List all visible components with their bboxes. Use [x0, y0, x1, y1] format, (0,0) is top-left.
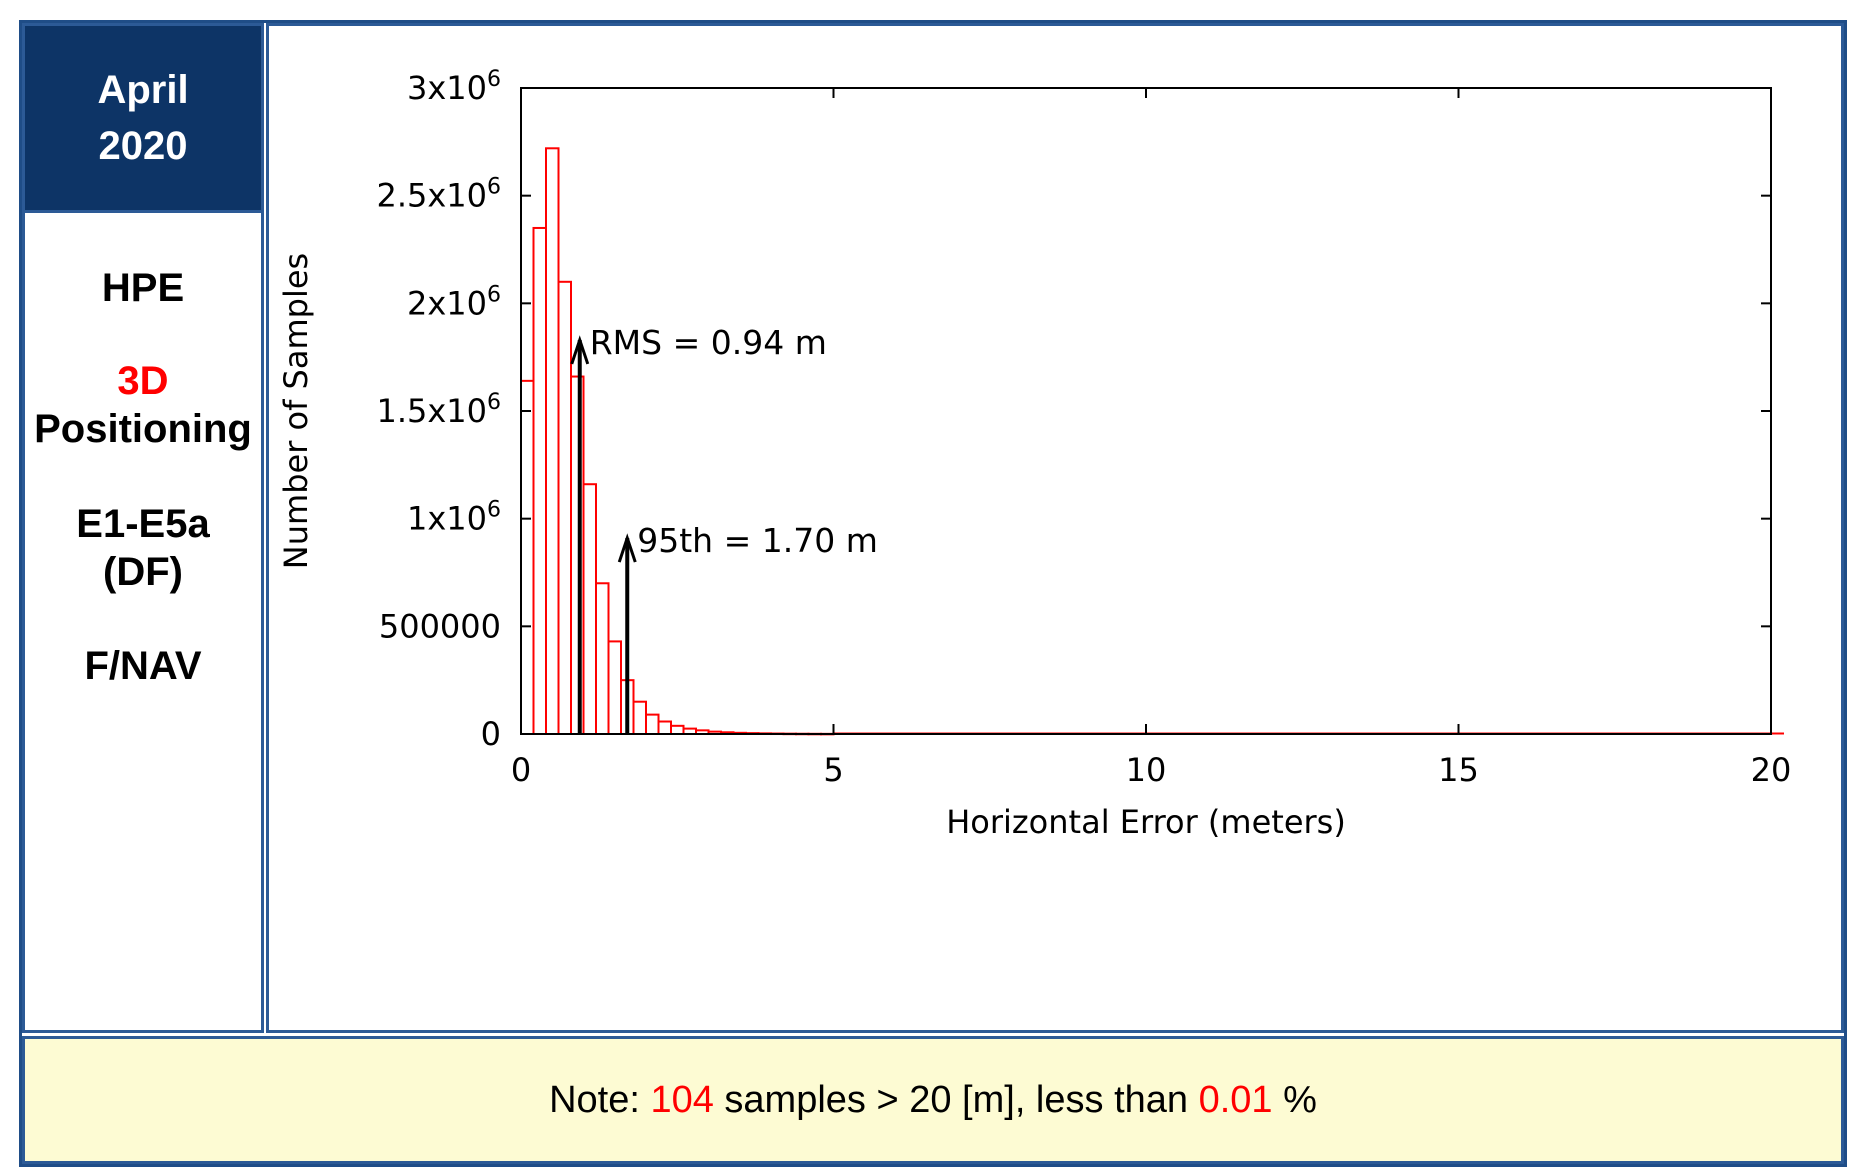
x-tick-label: 0: [511, 751, 531, 789]
mode-label: Positioning: [34, 407, 252, 451]
marker-label: RMS = 0.94 m: [590, 323, 827, 362]
bars-group: [520, 147, 1784, 736]
marker-arrow-head: [617, 533, 637, 563]
histogram-bar: [532, 226, 547, 735]
note-sample-count: 104: [650, 1078, 714, 1121]
histogram-bar: [595, 582, 610, 735]
info-panel: HPE 3D Positioning E1-E5a (DF) F/NAV: [22, 213, 264, 1033]
y-tick-label: 0: [481, 715, 501, 753]
plot-area-border: [520, 87, 1772, 735]
metric-label: HPE: [101, 266, 185, 310]
histogram-bar: [582, 483, 597, 736]
ticks-group: 0 5 10 15 20 0 500000 1x106 1.5x106 2x106 2.5x106 3…: [376, 67, 1791, 789]
markers-group: RMS = 0.94 m 95th = 1.70 m: [570, 323, 878, 734]
histogram-bar: [520, 379, 535, 735]
marker-arrow-head: [570, 335, 590, 365]
histogram-bar: [645, 713, 660, 735]
y-tick-label: 500000: [379, 607, 501, 645]
histogram-chart: 0 5 10 15 20 0 500000 1x106 1.5x106 2x106 2.5x106 3…: [277, 67, 1791, 841]
histogram-bar: [557, 280, 572, 735]
histogram-bar: [670, 724, 685, 735]
histogram-bar: [545, 147, 560, 735]
note-bar: Note: 104 samples > 20 [m], less than 0.…: [22, 1036, 1844, 1164]
x-axis-title: Horizontal Error (meters): [946, 803, 1346, 841]
x-tick-label: 10: [1126, 751, 1167, 789]
note-middle-text: samples > 20 [m], less than: [713, 1078, 1199, 1121]
y-tick-label: 3x106: [407, 67, 501, 107]
marker-label: 95th = 1.70 m: [637, 521, 878, 560]
y-tick-label: 1x106: [407, 498, 501, 538]
histogram-bar: [607, 640, 622, 736]
y-tick-label: 2x106: [407, 282, 501, 322]
message-type-label: F/NAV: [84, 644, 202, 688]
x-tick-label: 5: [823, 751, 843, 789]
note-prefix: Note:: [549, 1078, 651, 1121]
y-tick-label: 2.5x106: [376, 175, 501, 215]
date-header: April 2020: [22, 23, 264, 213]
histogram-bar: [657, 720, 672, 736]
histogram-bar: [632, 700, 647, 736]
x-tick-label: 15: [1438, 751, 1479, 789]
x-tick-label: 20: [1751, 751, 1792, 789]
plot-panel: [266, 23, 1844, 1033]
month-label: April: [97, 68, 189, 112]
note-suffix: %: [1272, 1078, 1317, 1121]
histogram-tail-bar: [1770, 732, 1784, 735]
signal-label-line1: E1-E5a: [76, 502, 210, 546]
y-axis-title: Number of Samples: [277, 253, 315, 569]
y-tick-label: 1.5x106: [376, 390, 501, 430]
signal-label-line2: (DF): [103, 550, 183, 594]
year-label: 2020: [98, 124, 188, 168]
dimension-label: 3D: [117, 359, 169, 403]
note-percent: 0.01: [1198, 1078, 1273, 1121]
